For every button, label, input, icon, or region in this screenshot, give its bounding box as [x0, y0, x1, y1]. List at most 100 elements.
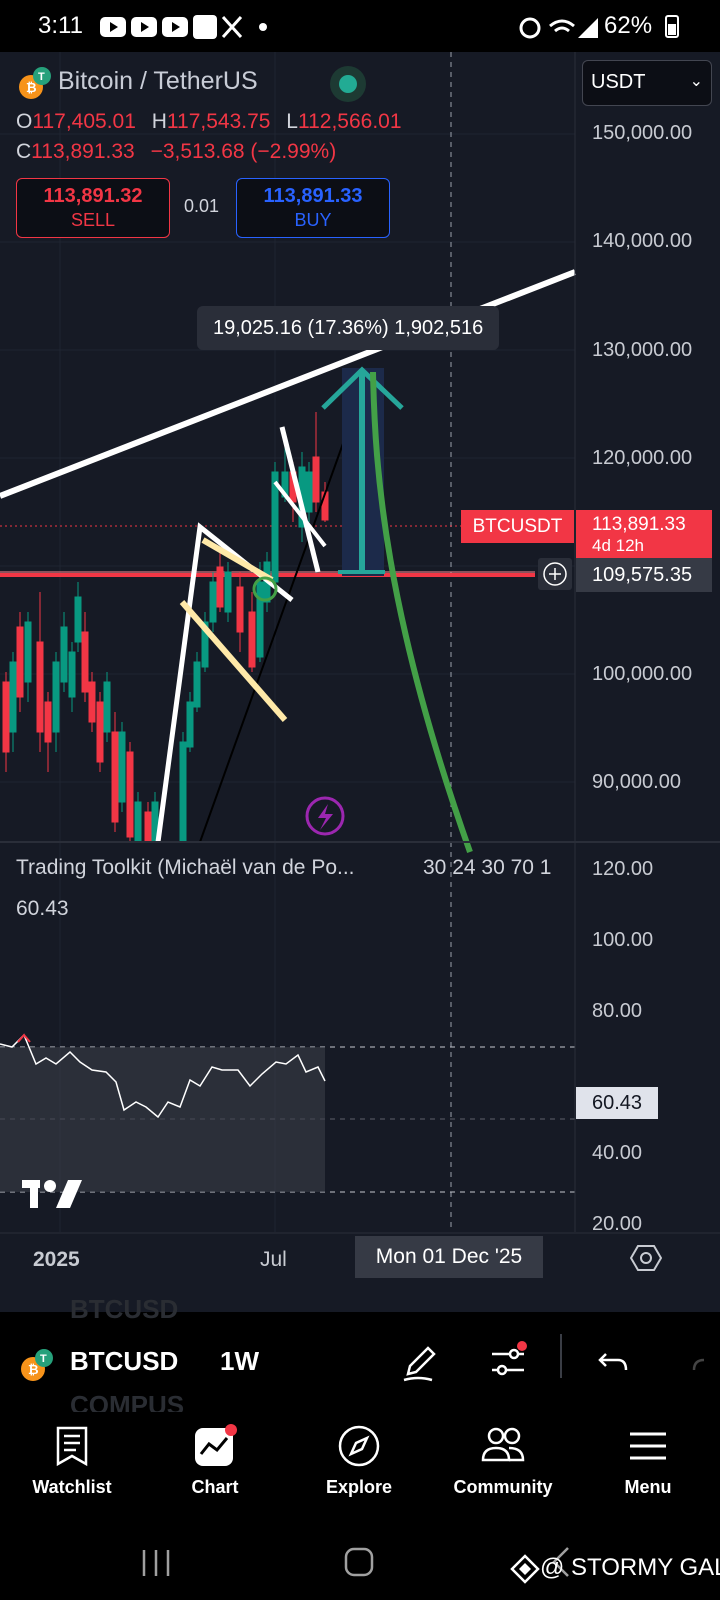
tradingview-logo: [22, 1180, 82, 1208]
community-icon: [481, 1427, 525, 1462]
indicator-value: 60.43: [16, 897, 69, 920]
price-tick: 140,000.00: [592, 230, 693, 252]
indicator-tick: 40.00: [592, 1142, 643, 1164]
toolbar-symbol[interactable]: BTCUSD: [70, 1346, 179, 1376]
price-tick: 130,000.00: [592, 339, 693, 361]
measure-label: 19,025.16 (17.36%) 1,902,516: [197, 306, 500, 350]
high-value: 117,543.75: [166, 110, 271, 133]
close-label: C: [16, 140, 32, 163]
battery-percent: 62%: [604, 12, 653, 39]
chevron-down-icon: ⌄: [689, 73, 703, 90]
binance-icon: [510, 1554, 540, 1584]
status-bar: 3:11 62%: [0, 0, 720, 52]
ohlc-row-2: C113,891.33 −3,513.68 (−2.99%): [16, 140, 336, 164]
recent-apps-icon[interactable]: [140, 1548, 174, 1578]
currency-select[interactable]: USDT ⌄: [582, 60, 712, 106]
menu-icon: [630, 1432, 666, 1460]
svg-text:₿: ₿: [28, 1362, 39, 1377]
tab-label: Watchlist: [32, 1477, 112, 1497]
bar-countdown: 4d 12h: [592, 536, 644, 555]
interval-button[interactable]: 1W: [220, 1346, 259, 1376]
svg-text:T: T: [40, 1353, 47, 1365]
tab-label: Community: [453, 1477, 553, 1497]
open-value: 117,405.01: [32, 110, 136, 133]
bottom-tab-bar: Watchlist Chart Explore Community Menu: [0, 1412, 720, 1524]
tab-menu[interactable]: Menu: [588, 1424, 708, 1498]
battery-icon: [665, 15, 679, 38]
status-time: 3:11: [38, 12, 83, 39]
time-label-year: 2025: [33, 1248, 80, 1271]
crosshair-price: 109,575.35: [576, 558, 712, 592]
price-tick: 100,000.00: [592, 663, 693, 685]
plus-circle-icon: [543, 562, 567, 586]
watchlist-icon: [56, 1426, 88, 1467]
watermark-text: @ STORMY GAL: [540, 1554, 720, 1581]
sell-label: SELL: [70, 210, 116, 230]
home-icon[interactable]: [343, 1546, 375, 1578]
low-value: 112,566.01: [297, 110, 402, 133]
ohlc-row-1: O117,405.01 H117,543.75 L112,566.01: [16, 110, 402, 134]
alarm-icon: [519, 17, 598, 39]
price-chart[interactable]: [0, 52, 720, 1312]
currency-label: USDT: [591, 71, 646, 93]
price-tick: 150,000.00: [592, 122, 693, 144]
indicator-tick: 100.00: [592, 929, 654, 951]
tab-label: Chart: [191, 1477, 239, 1497]
svg-text:T: T: [38, 71, 45, 83]
candles: [2, 412, 329, 843]
compass-icon: [338, 1425, 380, 1467]
undo-icon[interactable]: [596, 1344, 632, 1380]
add-alert-button[interactable]: [538, 558, 572, 590]
tab-watchlist[interactable]: Watchlist: [12, 1424, 132, 1498]
pencil-icon[interactable]: [398, 1340, 442, 1384]
market-status-icon[interactable]: [328, 64, 368, 104]
lightning-icon[interactable]: [305, 796, 345, 836]
svg-text:₿: ₿: [26, 80, 37, 95]
indicator-tick: 120.00: [592, 858, 654, 880]
change-value: −3,513.68 (−2.99%): [150, 140, 337, 163]
chart-toolbar: BTCUSD COMPUS ₿ T BTCUSD 1W: [0, 1294, 720, 1420]
youtube-icon: [100, 15, 267, 39]
indicator-line: [0, 1033, 326, 1119]
last-price-tag: 113,891.33 4d 12h: [576, 510, 712, 560]
indicator-title[interactable]: Trading Toolkit (Michaël van de Po...: [16, 856, 355, 879]
buy-label: BUY: [294, 210, 332, 230]
indicator-tick: 20.00: [592, 1213, 643, 1235]
chart-settings-icon[interactable]: [630, 1244, 662, 1272]
high-label: H: [151, 110, 167, 133]
tab-label: Menu: [624, 1477, 672, 1497]
low-label: L: [286, 110, 298, 133]
last-price: 113,891.33: [592, 514, 686, 535]
tab-explore[interactable]: Explore: [299, 1424, 419, 1498]
sell-price: 113,891.32: [43, 185, 143, 207]
projection-curve[interactable]: [370, 371, 473, 854]
tab-community[interactable]: Community: [443, 1424, 563, 1498]
spread-value: 0.01: [184, 196, 220, 216]
open-label: O: [16, 110, 33, 133]
chart-area[interactable]: ₿ T Bitcoin / TetherUS USDT ⌄ O117,405.0…: [0, 52, 720, 1312]
bitcoin-icon: ₿ T: [21, 1349, 53, 1381]
ghost-symbol-top: BTCUSD: [70, 1294, 179, 1324]
crosshair-date: Mon 01 Dec '25: [355, 1236, 543, 1278]
support-trendline[interactable]: [199, 423, 351, 843]
tab-chart[interactable]: Chart: [155, 1424, 275, 1498]
symbol-price-tag: BTCUSDT: [461, 510, 574, 543]
price-tick: 120,000.00: [592, 447, 693, 469]
time-label-month: Jul: [260, 1248, 287, 1271]
chart-icon: [195, 1424, 237, 1466]
tab-label: Explore: [325, 1477, 393, 1497]
notification-icons: [100, 14, 280, 47]
system-nav-bar: @ STORMY GAL: [0, 1524, 720, 1600]
bitcoin-icon: ₿ T: [19, 67, 51, 99]
indicator-params: 30 24 30 70 1: [423, 856, 552, 879]
back-icon[interactable]: [548, 1544, 574, 1580]
sell-button[interactable]: 113,891.32 SELL: [16, 178, 170, 238]
buy-price: 113,891.33: [263, 185, 363, 207]
price-tick: 90,000.00: [592, 771, 681, 793]
system-icons: [518, 14, 602, 47]
symbol-title[interactable]: Bitcoin / TetherUS: [58, 67, 258, 95]
indicator-value-tag: 60.43: [576, 1087, 658, 1119]
buy-button[interactable]: 113,891.33 BUY: [236, 178, 390, 238]
indicators-icon[interactable]: [486, 1340, 534, 1384]
redo-icon[interactable]: [690, 1344, 720, 1380]
